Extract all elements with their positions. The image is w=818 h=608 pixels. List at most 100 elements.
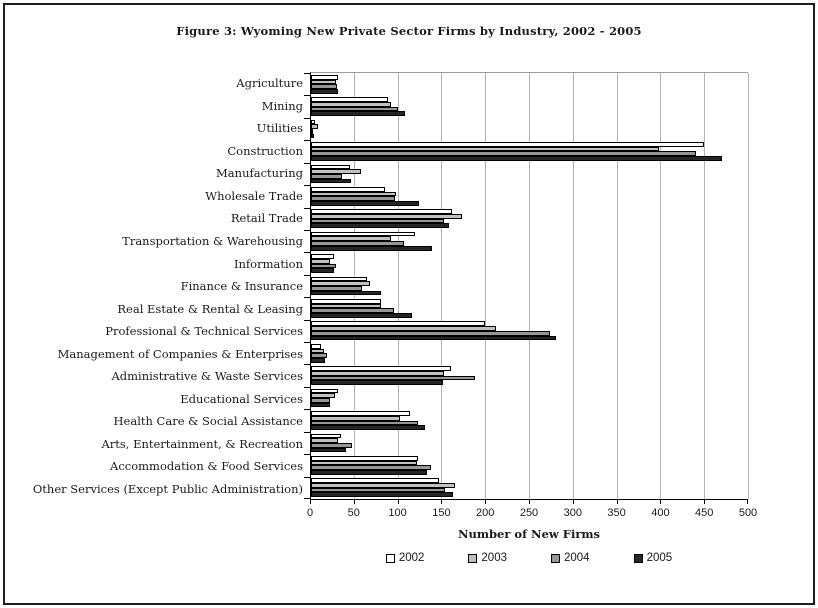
bar-2002 — [311, 321, 485, 327]
bar-2002 — [311, 366, 451, 371]
category-label: Accommodation & Food Services — [110, 459, 303, 474]
bar-2004 — [311, 375, 476, 381]
chart-body: Agriculture Mining Utilities Construction Ma… — [0, 72, 749, 500]
x-axis-tick-label: 400 — [651, 507, 670, 519]
category-label: Real Estate & Rental & Leasing — [117, 301, 303, 316]
bar-2002 — [311, 299, 381, 304]
bar-2002 — [311, 142, 705, 147]
y-axis-tick — [304, 342, 311, 343]
x-axis-tick — [529, 500, 530, 504]
category-label: Arts, Entertainment, & Recreation — [101, 436, 303, 451]
bar-2003 — [311, 236, 392, 242]
bar-2004 — [311, 84, 338, 89]
bar-2005 — [311, 313, 412, 318]
gridline — [485, 73, 487, 499]
x-axis-tick-label: 150 — [432, 507, 451, 519]
figure-title: Figure 3: Wyoming New Private Sector Fir… — [176, 24, 642, 38]
y-axis-tick — [304, 297, 311, 298]
bar-2005 — [311, 402, 331, 408]
bar-2004 — [311, 442, 353, 448]
bar-2004 — [311, 330, 551, 336]
bar-group — [311, 275, 748, 297]
bar-2003 — [311, 258, 331, 264]
category-label: Agriculture — [236, 76, 303, 91]
y-axis-labels: Agriculture Mining Utilities Construction Ma… — [0, 72, 310, 500]
bar-2002 — [311, 343, 321, 349]
x-axis: 0 50 100 150 200 250 300 350 400 450 500 — [306, 500, 757, 524]
bar-2005 — [311, 88, 339, 94]
x-axis-title: Number of New Firms — [457, 527, 601, 541]
x-axis-tick-label: 200 — [476, 507, 495, 519]
bar-2004 — [311, 465, 431, 471]
bar-2004 — [311, 420, 418, 426]
bar-2005 — [311, 425, 426, 430]
legend-swatch-2003 — [468, 553, 478, 563]
bar-2003 — [311, 124, 318, 130]
bar-2002 — [311, 254, 334, 259]
category-label: Manufacturing — [216, 166, 303, 181]
bar-2002 — [311, 276, 367, 282]
bar-group — [311, 409, 748, 431]
bar-rows — [311, 73, 748, 499]
bar-2004 — [311, 106, 398, 112]
y-axis-tick — [304, 118, 311, 119]
bar-2002 — [311, 388, 339, 394]
bar-2003 — [311, 303, 381, 309]
bar-2004 — [311, 263, 337, 269]
x-axis-tick-label: 0 — [306, 507, 314, 519]
bar-2004 — [311, 173, 342, 179]
bar-2003 — [311, 371, 444, 376]
bar-2003 — [311, 393, 336, 399]
bar-2003 — [311, 146, 659, 152]
bar-group — [311, 432, 748, 454]
bar-2004 — [311, 353, 327, 358]
legend-label: 2003 — [481, 552, 507, 564]
bar-2003 — [311, 438, 339, 443]
category-label: Construction — [227, 143, 303, 158]
x-axis-tick-label: 500 — [738, 507, 758, 519]
gridline — [660, 73, 662, 499]
bar-group — [311, 208, 748, 230]
x-axis-tick — [660, 500, 662, 504]
category-label: Administrative & Waste Services — [111, 369, 303, 384]
bar-2002 — [311, 456, 418, 461]
x-axis-tick-label: 100 — [388, 507, 407, 519]
y-axis-tick — [304, 432, 311, 433]
bar-2004 — [311, 286, 362, 291]
bar-2002 — [311, 164, 351, 170]
bar-2005 — [311, 470, 428, 475]
y-axis-tick — [304, 208, 311, 209]
x-axis-tick — [616, 500, 618, 504]
category-label: Information — [233, 256, 303, 271]
category-label: Utilities — [256, 121, 303, 136]
x-axis-tick — [397, 500, 399, 504]
x-axis-tick-label: 300 — [563, 507, 582, 519]
bar-2003 — [311, 101, 392, 107]
y-axis-tick — [304, 364, 311, 365]
gridline — [748, 73, 749, 499]
legend-item-2002: 2002 — [385, 552, 425, 564]
bar-2002 — [311, 209, 452, 215]
category-label: Mining — [261, 98, 303, 113]
bar-2003 — [311, 326, 497, 331]
bar-2004 — [311, 241, 404, 246]
y-axis-tick — [304, 140, 311, 141]
x-axis-tick — [310, 500, 311, 504]
legend-item-2003: 2003 — [468, 552, 507, 564]
bar-group — [311, 364, 748, 386]
legend-label: 2002 — [398, 552, 425, 564]
bar-group — [311, 140, 748, 162]
bar-group — [311, 477, 748, 499]
bar-group — [311, 252, 748, 274]
bar-2003 — [311, 281, 370, 286]
bar-2005 — [311, 447, 346, 453]
bar-group — [311, 163, 748, 185]
bar-2003 — [311, 415, 401, 421]
category-label: Professional & Technical Services — [105, 324, 303, 339]
legend-item-2005: 2005 — [633, 552, 672, 564]
category-label: Management of Companies & Enterprises — [57, 346, 303, 361]
y-axis-tick — [304, 498, 311, 499]
x-axis-tick-label: 350 — [607, 507, 626, 519]
bar-2005 — [311, 245, 432, 251]
bar-2002 — [311, 231, 415, 237]
